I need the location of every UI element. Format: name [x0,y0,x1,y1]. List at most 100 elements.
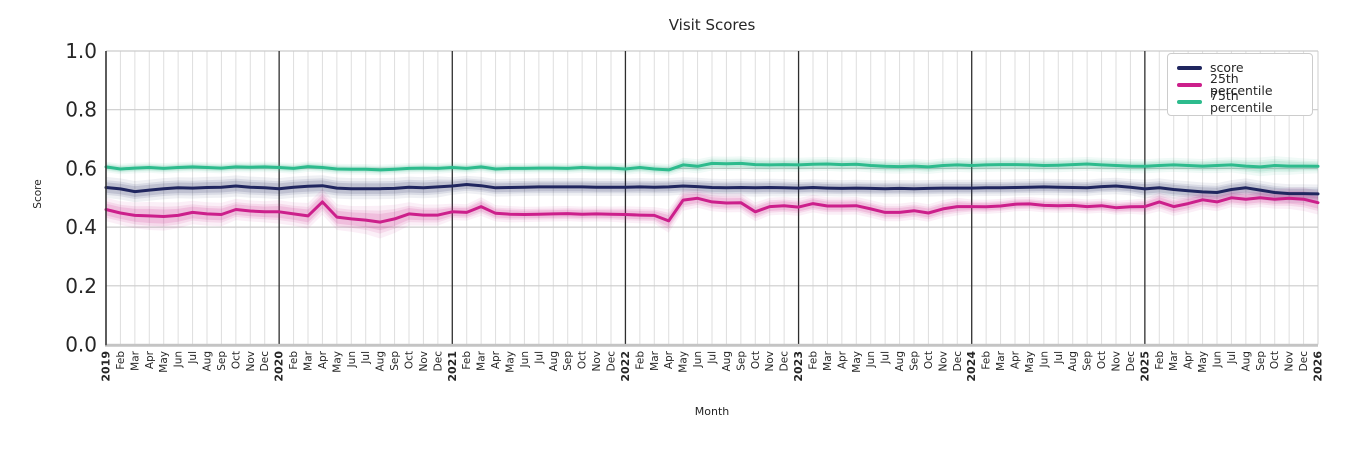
x-tick-label: 2026 [1312,351,1325,382]
x-tick-label: Mar [303,350,315,370]
y-axis-label: Score [32,179,44,209]
x-tick-label: 2021 [446,351,459,382]
x-tick-label: Nov [1111,351,1123,372]
y-tick-label: 0.0 [65,333,97,357]
x-tick-label: Jun [1212,351,1224,368]
y-tick-label: 0.2 [65,274,97,298]
x-tick-label: Jul [533,351,545,365]
legend: score 25th percentile 75th percentile [1167,53,1313,116]
x-axis-label: Month [694,405,730,418]
y-tick-label: 1.0 [65,39,97,63]
x-tick-label: Dec [1298,351,1310,372]
x-tick-label: Mar [129,350,141,370]
x-tick-label: Aug [375,351,387,372]
legend-item-score: score [1177,61,1303,75]
series-line-score [104,183,1320,196]
x-tick-label: May [1197,351,1209,373]
legend-item-25th-percentile: 25th percentile [1177,72,1303,97]
x-tick-label: 2019 [100,351,113,382]
x-tick-label: Apr [144,350,156,369]
x-tick-label: Jul [880,351,892,365]
x-tick-label: Apr [317,350,329,369]
x-tick-label: Mar [649,350,661,370]
x-tick-label: Jun [865,351,877,368]
legend-item-75th-percentile: 75th percentile [1177,89,1303,114]
x-tick-label: May [1024,351,1036,373]
x-tick-label: Nov [245,351,257,372]
x-tick-label: Sep [909,351,921,371]
x-tick-label: Jun [1038,351,1050,368]
x-tick-label: Mar [476,350,488,370]
x-tick-label: Jul [187,351,199,365]
chart-title: Visit Scores [668,16,756,34]
y-tick-label: 0.6 [65,156,97,180]
x-tick-label: Aug [202,351,214,372]
x-tick-label: Sep [1082,351,1094,371]
x-tick-label: Oct [750,351,762,369]
x-tick-label: Oct [230,351,242,369]
x-tick-label: Jun [519,351,531,368]
x-tick-label: Feb [634,351,646,370]
x-tick-label: Feb [115,351,127,370]
x-tick-label: Dec [432,351,444,372]
x-tick-label: Mar [822,350,834,370]
y-tick-label: 0.8 [65,98,97,122]
x-tick-label: May [678,351,690,373]
x-tick-label: Jun [692,351,704,368]
x-tick-label: Dec [1125,351,1137,372]
x-tick-label: Dec [606,351,618,372]
x-tick-label: Apr [490,350,502,369]
x-tick-label: Sep [735,351,747,371]
x-tick-label: Dec [779,351,791,372]
x-tick-label: Oct [404,351,416,369]
x-tick-label: Apr [1010,350,1022,369]
x-tick-label: Nov [591,351,603,372]
x-tick-label: Oct [1096,351,1108,369]
x-tick-label: Oct [1269,351,1281,369]
y-tick-labels: 0.0 0.2 0.4 0.6 0.8 1.0 [65,39,97,357]
legend-label: score [1210,59,1244,75]
score-line-swatch [1177,66,1202,70]
x-tick-label: Nov [418,351,430,372]
x-tick-label: Jul [1053,351,1065,365]
legend-label: 25th percentile [1210,70,1273,98]
x-tick-label: Aug [1067,351,1079,372]
x-tick-label: Mar [1168,350,1180,370]
x-tick-label: Apr [1183,350,1195,369]
series-line-25th-percentile [104,196,1320,224]
x-tick-label: Nov [1284,351,1296,372]
x-tick-label: Jun [173,351,185,368]
x-tick-label: Mar [995,350,1007,370]
x-tick-label: Nov [764,351,776,372]
x-tick-label: Dec [259,351,271,372]
x-tick-label: Nov [937,351,949,372]
x-tick-label: Oct [577,351,589,369]
x-tick-label: Aug [721,351,733,372]
x-tick-label: Aug [1240,351,1252,372]
x-tick-label: Feb [981,351,993,370]
x-tick-label: Aug [548,351,560,372]
legend-label: 75th percentile [1210,87,1273,115]
x-tick-label: Oct [923,351,935,369]
x-tick-label: Dec [952,351,964,372]
x-tick-label: Sep [562,351,574,371]
ci-band-1 [106,187,1318,239]
x-tick-label: Jul [1226,351,1238,365]
x-tick-label: Jul [707,351,719,365]
x-tick-label: Sep [389,351,401,371]
y-tick-label: 0.4 [65,215,97,239]
x-tick-label: Sep [216,351,228,371]
x-tick-label: 2025 [1138,351,1151,382]
x-tick-label: 2024 [965,351,978,382]
x-tick-label: May [158,351,170,373]
ci-band-0 [106,175,1318,204]
p25-line-swatch [1177,83,1202,87]
x-tick-label: May [851,351,863,373]
x-tick-label: Feb [461,351,473,370]
series-line-75th-percentile [104,161,1320,172]
x-tick-label: Feb [288,351,300,370]
x-tick-label: Sep [1255,351,1267,371]
x-tick-label: Jun [346,351,358,368]
